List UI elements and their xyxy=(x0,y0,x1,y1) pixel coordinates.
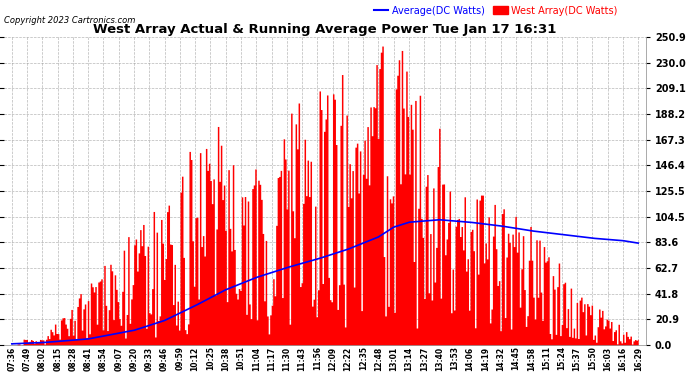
Text: Copyright 2023 Cartronics.com: Copyright 2023 Cartronics.com xyxy=(4,15,135,24)
Legend: Average(DC Watts), West Array(DC Watts): Average(DC Watts), West Array(DC Watts) xyxy=(370,2,622,20)
Title: West Array Actual & Running Average Power Tue Jan 17 16:31: West Array Actual & Running Average Powe… xyxy=(93,22,557,36)
